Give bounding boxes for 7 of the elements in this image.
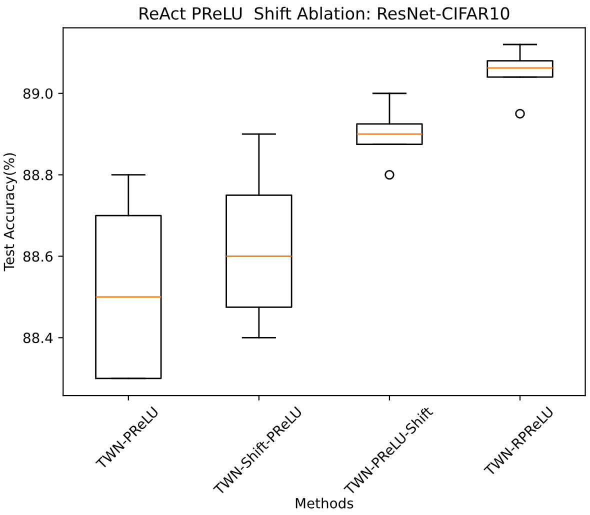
y-tick-label: 88.4 (23, 332, 53, 344)
y-tick-label: 88.6 (23, 251, 53, 262)
y-tick-label: 88.8 (23, 170, 52, 180)
chart-title: ReAct PReLU Shift Ablation: ResNet-CIFAR10 (140, 6, 510, 20)
y-tick-label: 89.0 (23, 88, 52, 99)
y-axis-title: Test Accuracy(%) (4, 153, 17, 272)
x-axis-title: Methods (296, 498, 354, 508)
